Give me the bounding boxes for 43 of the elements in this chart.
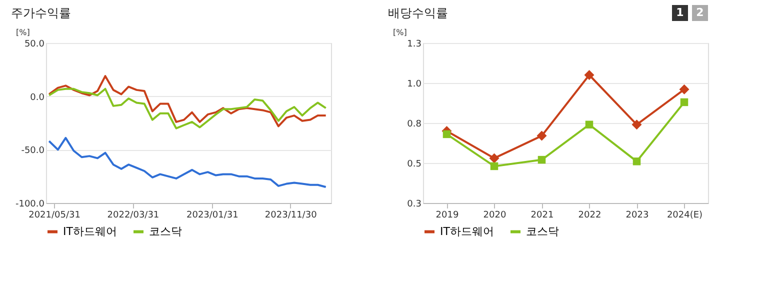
y-axis-title: [%] xyxy=(16,28,30,37)
legend-label: IT하드웨어 xyxy=(440,224,494,238)
legend-label: 코스닥 xyxy=(526,224,559,238)
x-tick-label: 2020 xyxy=(483,210,506,220)
point xyxy=(584,70,594,80)
x-tick-label: 2023/11/30 xyxy=(264,210,318,220)
x-tick-label: 2021/05/31 xyxy=(28,210,80,220)
x-tick-label: 2023/01/31 xyxy=(186,210,238,220)
x-tick-label: 2023 xyxy=(626,210,649,220)
point xyxy=(680,98,688,106)
point xyxy=(536,130,547,141)
y-tick-label: 0.5 xyxy=(407,160,422,170)
line-series xyxy=(48,136,327,188)
y-tick-label: -50.0 xyxy=(21,146,45,156)
point xyxy=(632,120,642,130)
point xyxy=(442,130,451,138)
x-tick-label: 2022/03/31 xyxy=(107,210,160,220)
x-tick-label: 2024(E) xyxy=(666,210,703,220)
point xyxy=(632,158,641,166)
legend-label: 코스닥 xyxy=(149,224,182,238)
point xyxy=(489,153,500,164)
y-tick-label: 1.0 xyxy=(407,80,422,90)
line-series xyxy=(48,88,327,130)
y-tick-label: 0.3 xyxy=(407,200,422,210)
y-tick-label: 50.0 xyxy=(24,40,45,50)
x-tick-label: 2022 xyxy=(578,210,602,220)
y-tick-label: 0.0 xyxy=(30,92,45,103)
point xyxy=(585,120,594,128)
line-series xyxy=(48,75,327,128)
text: 1 xyxy=(676,6,684,19)
y-tick-label: -100.0 xyxy=(15,200,45,210)
y-tick-label: 1.3 xyxy=(407,40,422,50)
chart-title: 주가수익률 xyxy=(11,6,71,20)
x-tick-label: 2019 xyxy=(436,210,459,220)
x-tick-label: 2021 xyxy=(530,210,554,220)
chart-title: 배당수익률 xyxy=(388,6,448,20)
text: 2 xyxy=(696,6,704,19)
point xyxy=(679,84,690,94)
y-axis-title: [%] xyxy=(393,28,407,37)
point xyxy=(490,162,498,170)
legend-label: IT하드웨어 xyxy=(63,224,117,238)
point xyxy=(538,156,546,164)
y-tick-label: 0.8 xyxy=(407,120,422,130)
